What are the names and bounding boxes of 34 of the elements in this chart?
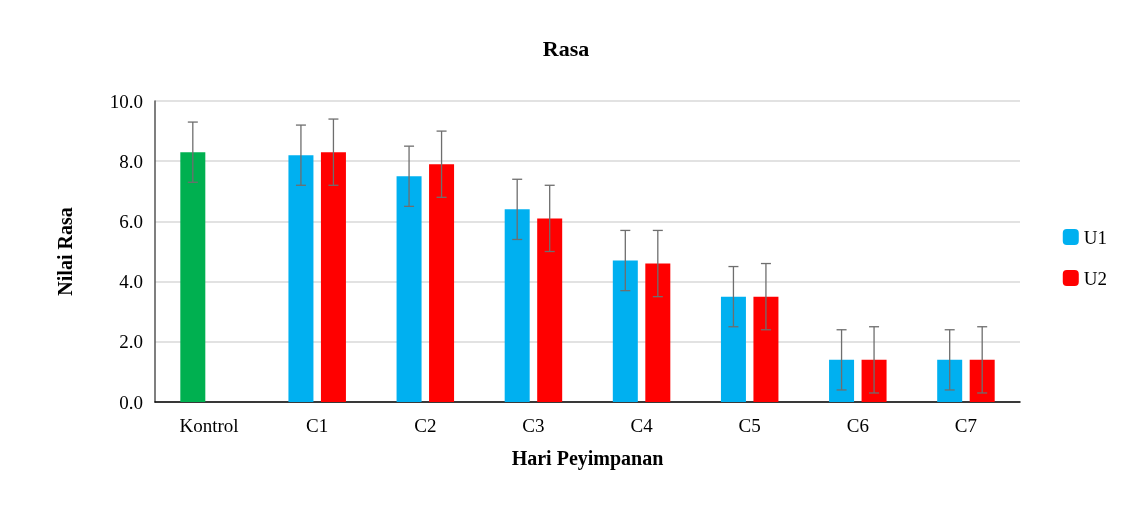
bar [720, 296, 746, 402]
bar [645, 263, 671, 402]
bar [504, 209, 530, 402]
chart-title: Rasa [542, 35, 590, 61]
y-tick-label: 8.0 [119, 150, 143, 172]
x-tick-label: C5 [738, 415, 761, 436]
y-tick-label: 6.0 [119, 210, 143, 232]
x-tick-label: C4 [630, 415, 654, 436]
y-axis-title: Nilai Rasa [54, 207, 76, 296]
x-axis-title: Hari Peyimpanan [511, 447, 664, 470]
x-tick-label: C6 [846, 415, 869, 436]
x-tick-label: C7 [954, 415, 978, 436]
legend-label: U2 [1083, 267, 1108, 289]
bar [180, 152, 206, 402]
bar [829, 359, 855, 402]
y-tick-label: 10.0 [109, 90, 143, 112]
bar [429, 164, 455, 402]
bar [969, 359, 995, 402]
bar [396, 176, 422, 402]
y-tick-label: 0.0 [119, 391, 143, 413]
x-tick-label: C1 [306, 415, 329, 436]
bar [288, 155, 314, 402]
y-tick-label: 2.0 [119, 331, 143, 353]
x-tick-label: C3 [522, 415, 545, 436]
legend-label: U1 [1083, 226, 1108, 248]
y-tick-label: 4.0 [119, 271, 143, 293]
bar [753, 296, 779, 402]
x-tick-label: C2 [414, 415, 437, 436]
bar [937, 359, 963, 402]
bar [612, 260, 638, 402]
bar [537, 218, 563, 402]
x-tick-label: Kontrol [179, 415, 239, 436]
bar [861, 359, 887, 402]
bar [320, 152, 346, 402]
